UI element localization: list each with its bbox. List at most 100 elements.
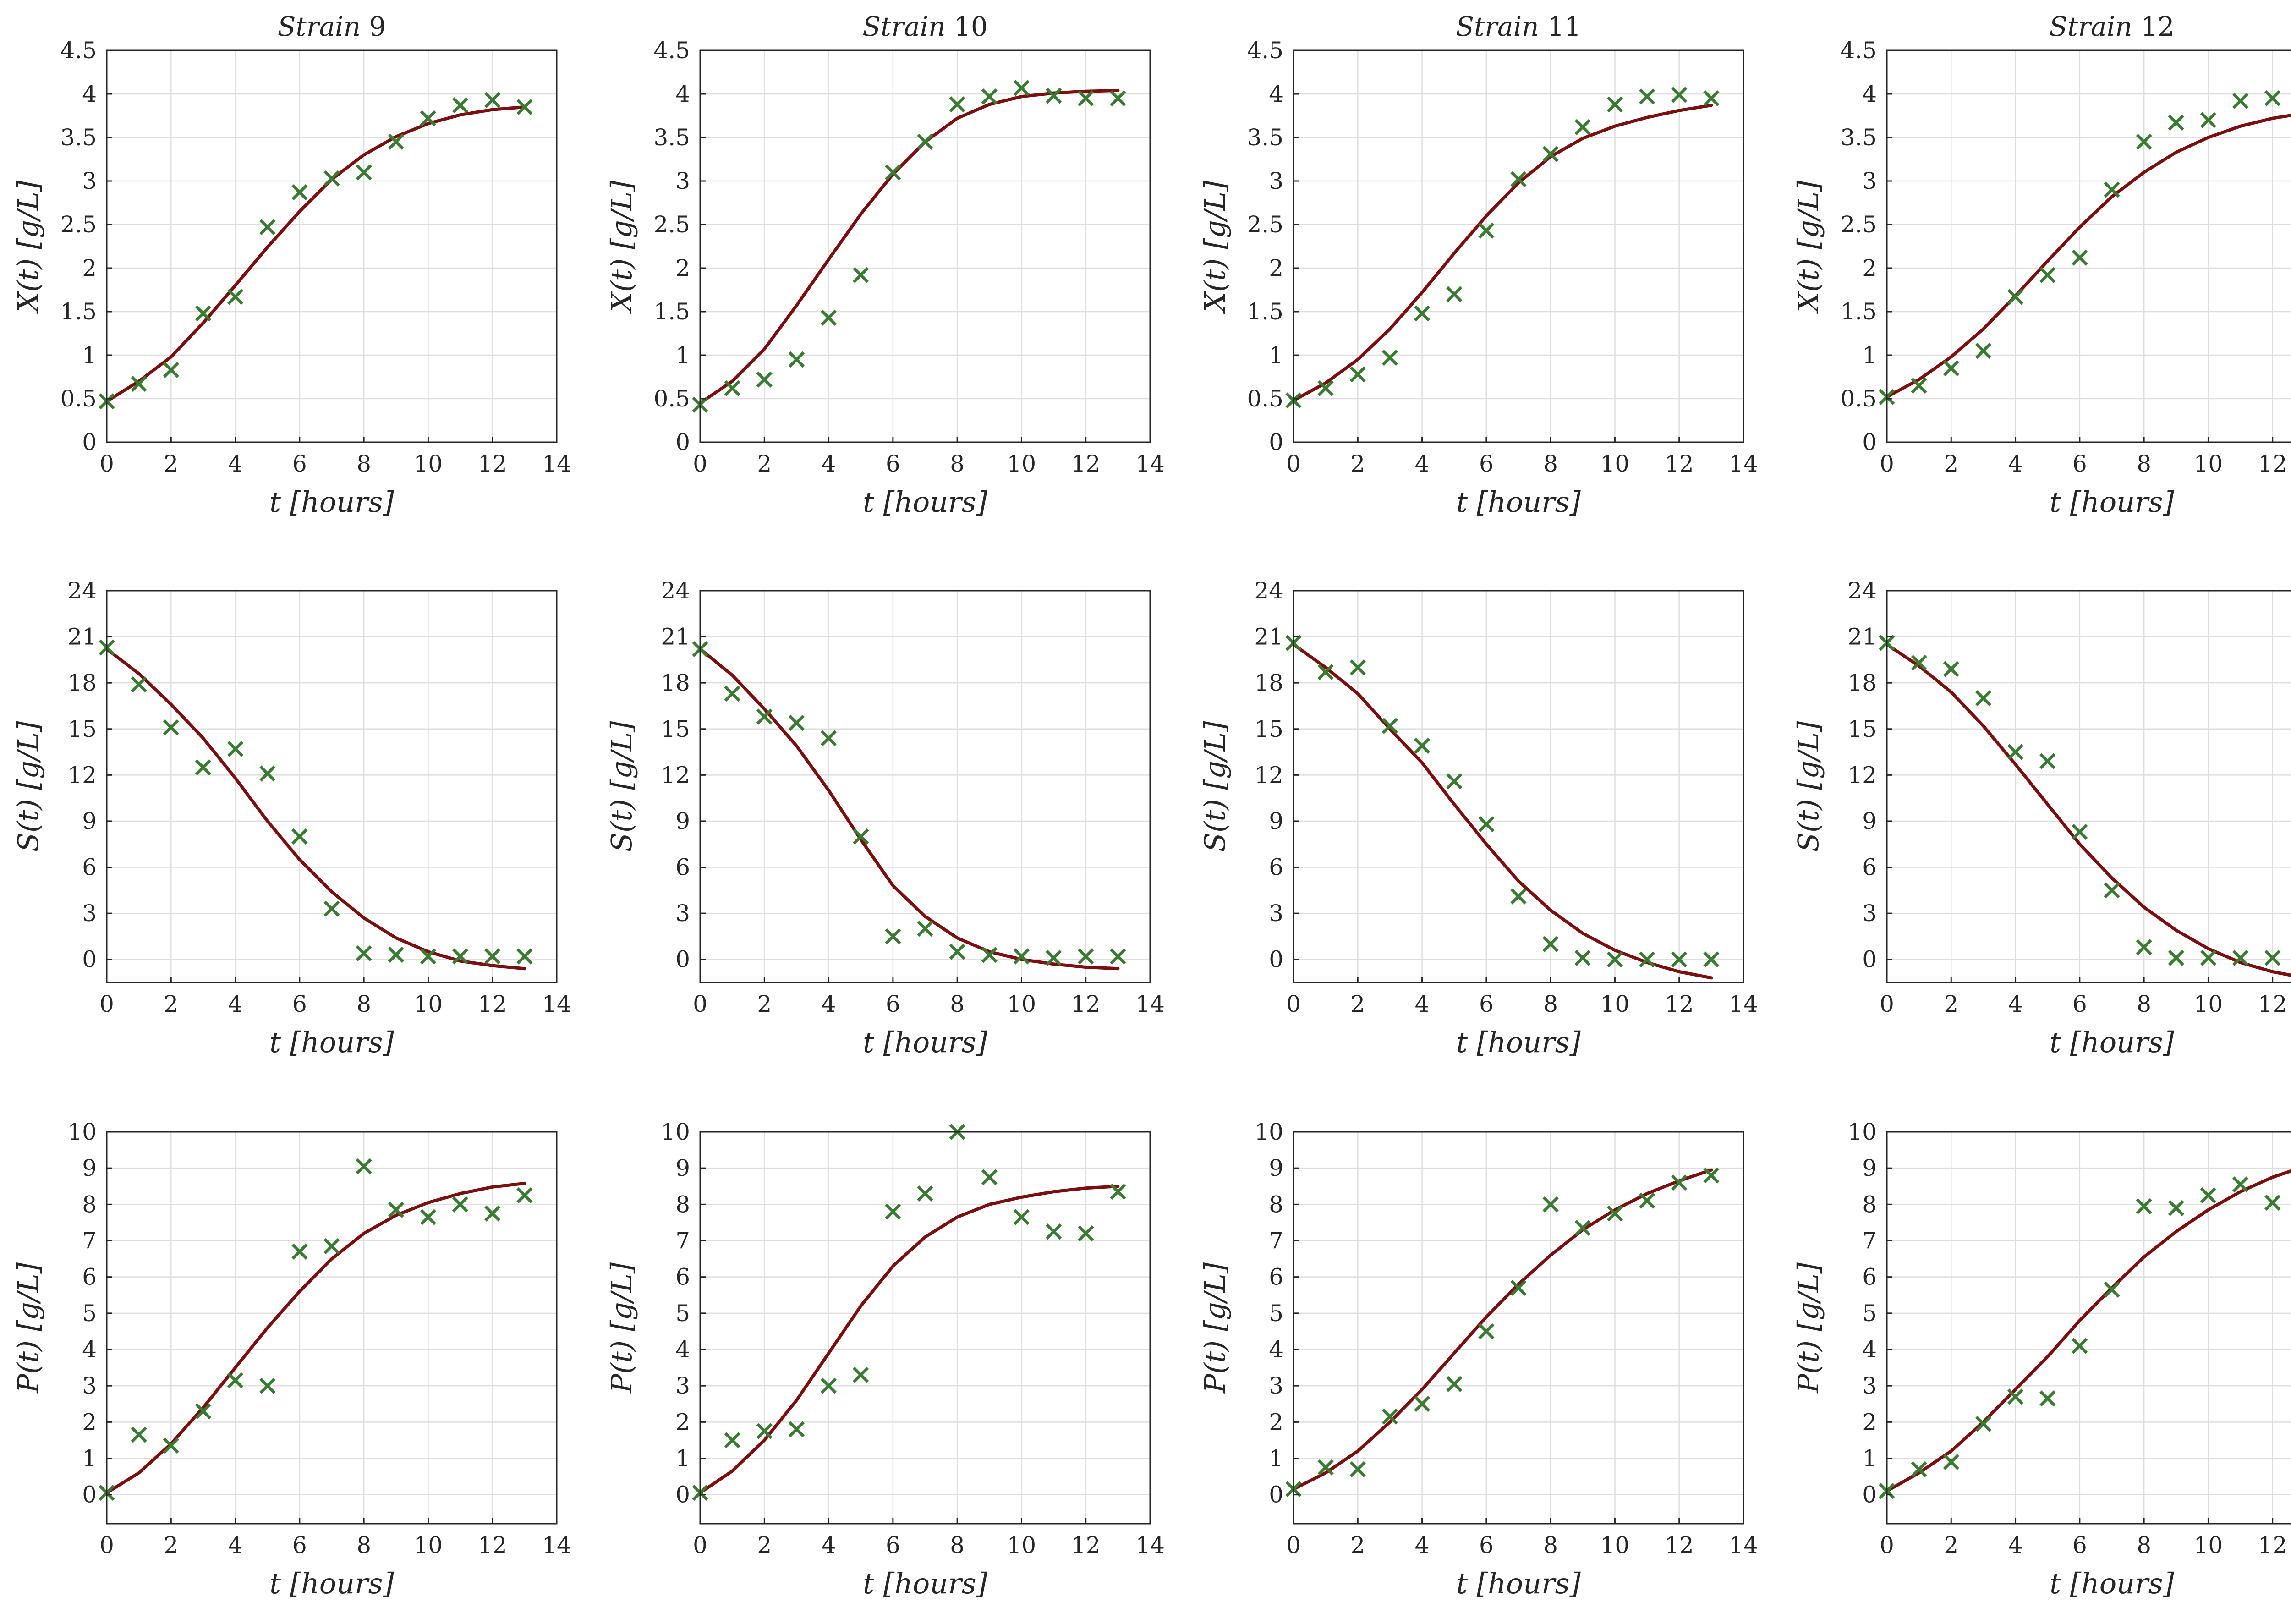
y-tick-label: 3 [1862, 168, 1877, 194]
measurement-marker [195, 1403, 212, 1420]
measurement-marker [1911, 1461, 1927, 1477]
x-tick-label: 4 [2008, 450, 2023, 477]
y-tick-label: 6 [675, 854, 690, 881]
y-axis-label: X(t) [g/L] [1792, 180, 1825, 314]
measurement-marker [388, 947, 404, 963]
y-axis-label: S(t) [g/L] [1792, 721, 1825, 852]
model-curve [698, 647, 1120, 971]
measurement-marker [516, 948, 533, 965]
x-tick-label: 14 [1729, 991, 1758, 1017]
y-tick-label: 6 [1862, 1264, 1877, 1290]
y-tick-label: 0.5 [1840, 385, 1877, 412]
x-tick-label: 14 [542, 991, 571, 1017]
measurement-marker [1078, 948, 1094, 965]
measurement-marker [1446, 1376, 1463, 1392]
measurement-marker [1110, 948, 1126, 965]
x-tick-label: 14 [1135, 1532, 1165, 1558]
x-tick-label: 6 [886, 1532, 900, 1558]
measurement-marker [1943, 1454, 1959, 1470]
y-tick-label: 5 [1269, 1300, 1283, 1327]
x-axis-label: t [hours] [863, 1026, 987, 1059]
measurement-marker [131, 376, 147, 392]
measurement-marker [1671, 951, 1688, 968]
y-tick-label: 9 [82, 808, 97, 834]
measurement-marker [885, 1203, 901, 1220]
y-tick-label: 1.5 [1840, 298, 1877, 325]
measurement-marker [1671, 87, 1688, 103]
x-tick-label: 12 [478, 1532, 507, 1558]
model-curve [1292, 1168, 1713, 1491]
y-axis-label: S(t) [g/L] [11, 721, 45, 852]
x-tick-label: 12 [1665, 1532, 1694, 1558]
measurement-marker [2007, 744, 2024, 760]
y-tick-label: 1.5 [60, 298, 97, 325]
model-curve [1292, 642, 1713, 980]
y-tick-label: 5 [1862, 1300, 1877, 1327]
y-tick-label: 2 [82, 255, 97, 281]
y-tick-label: 4.5 [1247, 37, 1283, 64]
measurement-marker [1606, 951, 1623, 968]
y-tick-label: 0 [1269, 946, 1283, 973]
x-tick-label: 14 [542, 450, 571, 477]
x-tick-label: 4 [2008, 1532, 2023, 1558]
y-tick-label: 12 [661, 762, 690, 788]
measurement-marker [195, 305, 212, 322]
x-tick-label: 0 [1880, 991, 1894, 1017]
x-axis-label: t [hours] [269, 1567, 394, 1600]
measurement-marker [724, 1432, 740, 1448]
measurement-marker [1414, 305, 1431, 322]
x-axis-label: t [hours] [1456, 1026, 1581, 1059]
y-tick-label: 3 [675, 900, 690, 927]
y-tick-label: 0.5 [60, 385, 97, 412]
y-tick-label: 7 [1269, 1228, 1283, 1254]
measurement-marker [949, 96, 965, 113]
measurement-marker [1317, 664, 1334, 680]
measurement-marker [1542, 936, 1559, 952]
y-tick-label: 0 [1862, 946, 1877, 973]
measurement-marker [981, 1169, 998, 1185]
measurement-marker [1639, 88, 1655, 105]
y-tick-label: 15 [661, 716, 690, 742]
x-tick-label: 10 [414, 991, 443, 1017]
measurement-marker [1639, 1192, 1655, 1209]
x-tick-label: 2 [1350, 991, 1365, 1017]
y-tick-label: 21 [67, 624, 97, 650]
y-tick-label: 6 [1269, 854, 1283, 881]
measurement-marker [323, 170, 340, 187]
y-tick-label: 0.5 [1247, 385, 1283, 412]
y-tick-label: 0 [1269, 1481, 1283, 1508]
y-axis-label: P(t) [g/L] [1792, 1262, 1825, 1394]
x-tick-label: 6 [1479, 1532, 1494, 1558]
y-tick-label: 15 [1847, 716, 1877, 742]
x-axis-label: t [hours] [269, 485, 394, 519]
model-curve [1885, 642, 2291, 977]
x-tick-label: 2 [1944, 450, 1958, 477]
y-tick-label: 12 [1847, 762, 1877, 788]
x-tick-label: 6 [2072, 450, 2087, 477]
x-tick-label: 8 [356, 991, 371, 1017]
measurement-marker [788, 1421, 805, 1437]
measurement-marker [1013, 80, 1030, 96]
x-tick-label: 0 [1286, 1532, 1301, 1558]
x-axis-label: t [hours] [2050, 485, 2174, 519]
measurement-marker [2168, 949, 2184, 966]
measurement-marker [885, 164, 901, 181]
y-tick-label: 9 [1862, 1155, 1877, 1181]
y-axis-label: P(t) [g/L] [605, 1262, 638, 1394]
x-tick-label: 2 [757, 1532, 772, 1558]
x-tick-label: 0 [1286, 991, 1301, 1017]
y-tick-label: 0 [82, 429, 97, 455]
y-tick-label: 7 [675, 1228, 690, 1254]
y-tick-label: 1.5 [653, 298, 690, 325]
x-tick-label: 10 [1007, 1532, 1036, 1558]
measurement-marker [1703, 90, 1720, 107]
x-tick-label: 4 [1415, 1532, 1430, 1558]
measurement-marker [724, 686, 740, 702]
measurement-marker [227, 741, 244, 757]
measurement-marker [516, 1187, 533, 1204]
y-tick-label: 3 [1269, 900, 1283, 927]
y-tick-label: 8 [1269, 1191, 1283, 1218]
